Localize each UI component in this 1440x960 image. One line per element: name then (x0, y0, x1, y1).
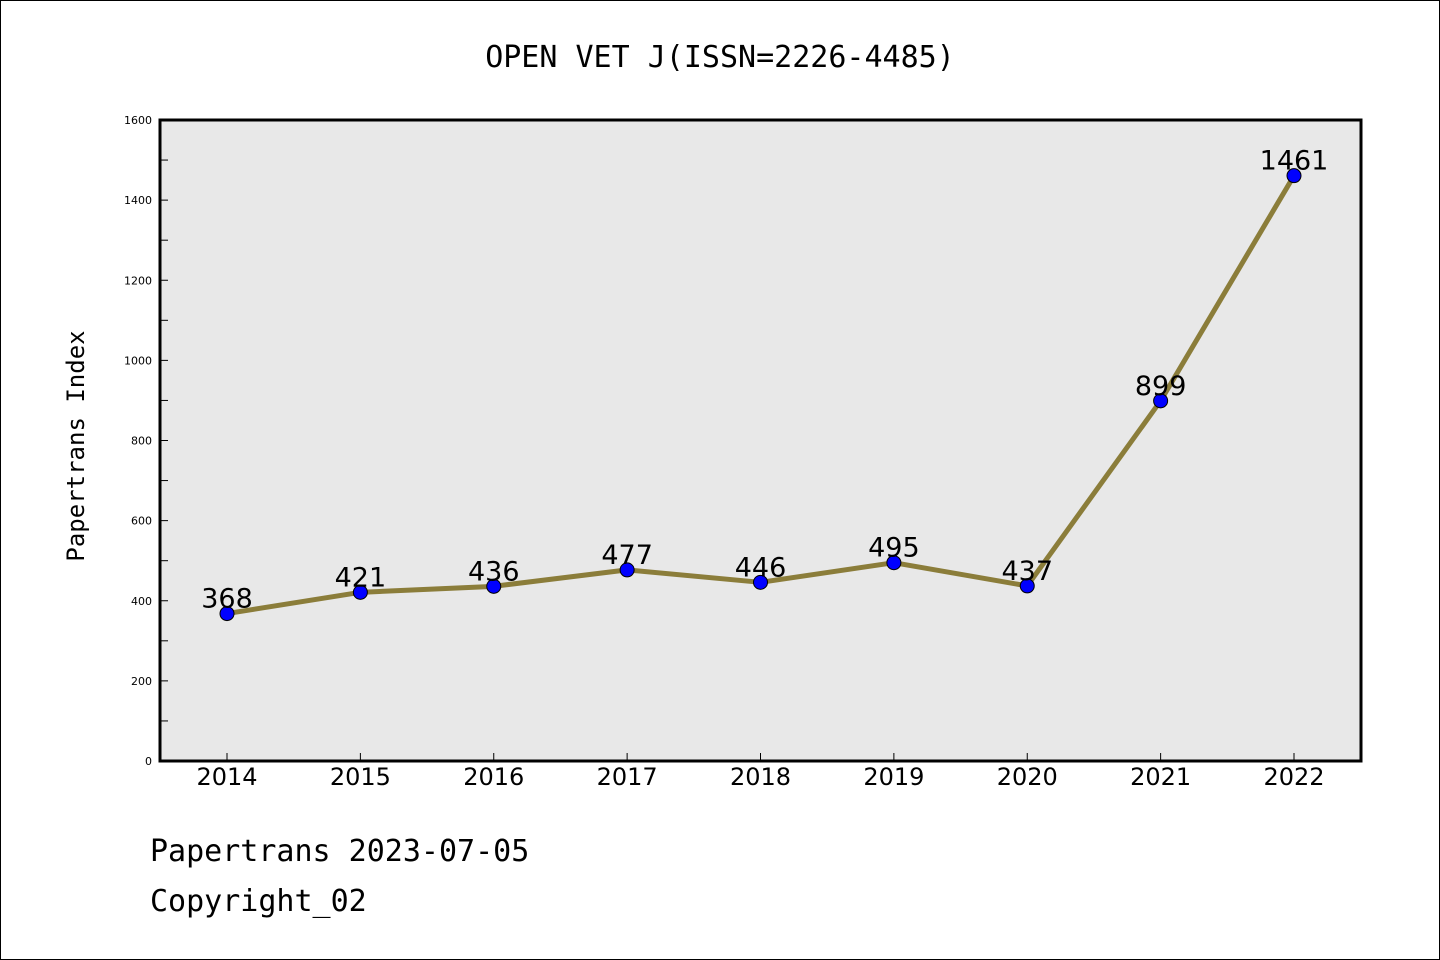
data-label: 1461 (1260, 146, 1329, 177)
data-point (1153, 393, 1169, 409)
y-tick-label: 1400 (124, 194, 152, 207)
data-point (619, 562, 635, 578)
footer-date: Papertrans 2023-07-05 (150, 834, 530, 869)
data-label: 421 (335, 562, 387, 593)
y-tick-label: 1200 (124, 274, 152, 287)
data-label: 437 (1001, 556, 1053, 587)
x-tick-label: 2018 (730, 763, 791, 791)
data-point (486, 578, 502, 594)
x-axis: 2014 2015 2016 2017 2018 2019 2020 2021 2022 (196, 753, 1325, 791)
data-label: 436 (468, 556, 520, 587)
data-point (1019, 578, 1035, 594)
data-label: 495 (868, 533, 920, 564)
x-tick-label: 2020 (997, 763, 1058, 791)
data-point (753, 574, 768, 590)
x-tick-label: 2015 (330, 763, 391, 791)
y-tick-label: 1600 (124, 114, 152, 127)
y-tick-label: 800 (131, 435, 152, 448)
y-axis: 0 200 400 600 800 1000 1200 1400 1600 (124, 114, 168, 768)
y-tick-label: 0 (145, 755, 152, 768)
data-label: 446 (735, 552, 787, 583)
data-point (219, 606, 235, 622)
data-point (352, 584, 368, 600)
x-tick-label: 2019 (863, 763, 924, 791)
data-point (886, 555, 902, 571)
x-tick-label: 2021 (1130, 763, 1191, 791)
y-tick-label: 600 (131, 515, 152, 528)
x-tick-label: 2017 (597, 763, 658, 791)
data-label: 899 (1135, 371, 1187, 402)
y-axis-label: Papertrans Index (62, 330, 90, 561)
x-tick-label: 2022 (1263, 763, 1324, 791)
plot-area (158, 118, 1363, 763)
y-tick-label: 200 (131, 675, 152, 688)
x-tick-label: 2014 (196, 763, 257, 791)
y-tick-label: 1000 (124, 354, 152, 367)
x-tick-label: 2016 (463, 763, 524, 791)
chart-title: OPEN VET J(ISSN=2226-4485) (485, 40, 955, 75)
data-labels: 368 421 436 477 446 495 437 899 1461 (201, 146, 1328, 615)
data-markers (219, 168, 1302, 622)
data-point (1286, 168, 1302, 184)
data-label: 477 (601, 540, 653, 571)
data-label: 368 (201, 584, 253, 615)
y-tick-label: 400 (131, 595, 152, 608)
footer-copyright: Copyright_02 (150, 884, 367, 919)
